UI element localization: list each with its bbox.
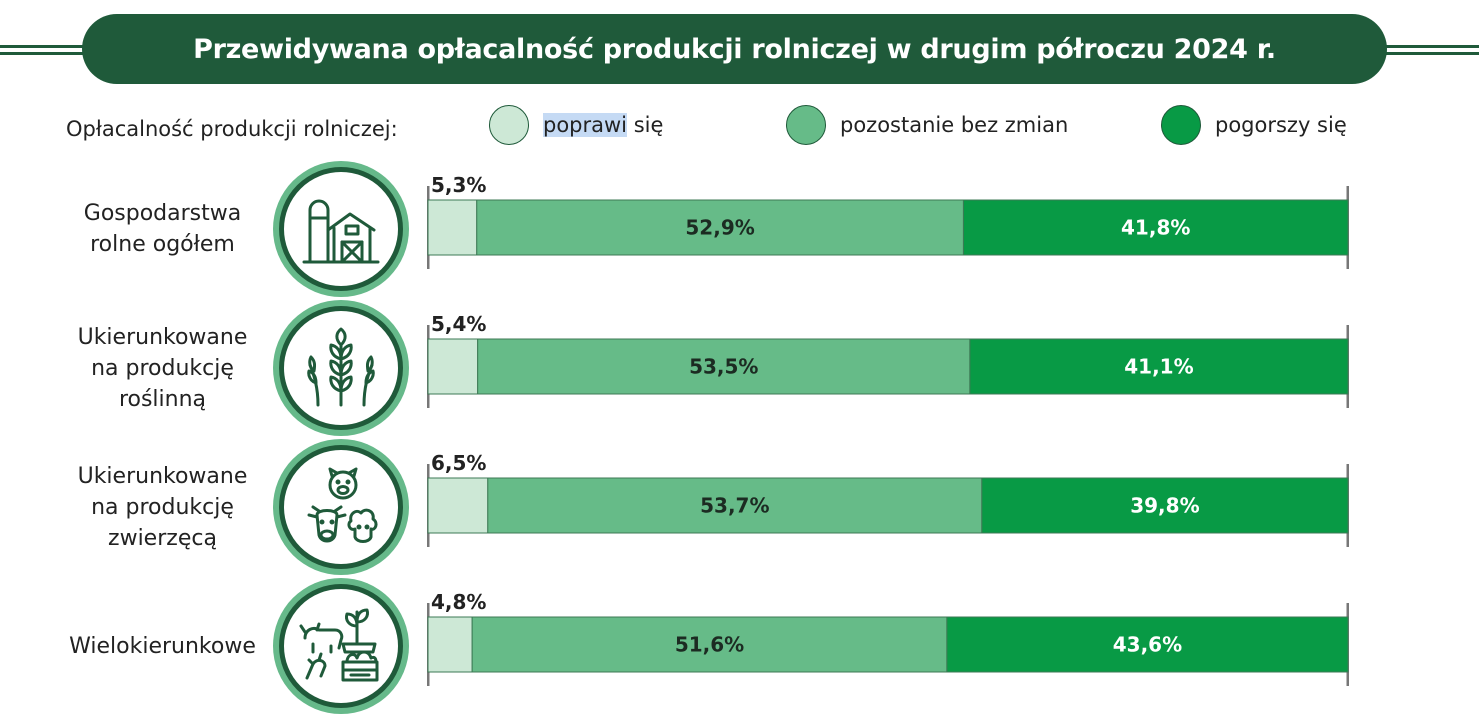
- legend-item-unchanged: pozostanie bez zmian: [786, 105, 1068, 145]
- category-label: Gospodarstwa rolne ogółem: [83, 201, 242, 257]
- legend-label-improve: poprawi się: [543, 113, 664, 137]
- bar-segment-worse: [981, 477, 1349, 534]
- page-title: Przewidywana opłacalność produkcji rolni…: [82, 14, 1387, 84]
- data-label-improve: 5,4%: [431, 312, 486, 336]
- livestock-pig-cow-sheep-icon: [273, 439, 409, 575]
- data-label-worse: 39,8%: [1130, 494, 1199, 518]
- chart-row: Ukierunkowane na produkcję zwierzęcą: [0, 437, 1479, 577]
- bar-segment-unchanged: [477, 338, 971, 395]
- bar-segment-improve: [427, 199, 478, 256]
- legend-item-worse: pogorszy się: [1161, 105, 1347, 145]
- data-label-improve: 5,3%: [431, 173, 486, 197]
- farm-barn-silo-icon: [273, 161, 409, 297]
- data-label-improve: 6,5%: [431, 451, 486, 475]
- selected-text[interactable]: poprawi: [543, 113, 628, 137]
- legend-item-improve: poprawi się: [489, 105, 663, 145]
- title-line-left-2: [0, 52, 84, 55]
- mixed-farming-icon: [273, 578, 409, 714]
- data-label-unchanged: 51,6%: [675, 633, 744, 657]
- bar-segment-improve: [427, 477, 489, 534]
- title-line-left: [0, 45, 84, 48]
- category-label: Ukierunkowane na produkcję zwierzęcą: [77, 463, 248, 551]
- bar-segment-unchanged: [487, 477, 983, 534]
- title-line-right-2: [1385, 52, 1479, 55]
- category-label: Ukierunkowane na produkcję roślinną: [77, 324, 248, 412]
- legend-label-worse: pogorszy się: [1215, 113, 1347, 137]
- legend-title: Opłacalność produkcji rolniczej:: [66, 117, 398, 141]
- data-label-worse: 41,1%: [1124, 355, 1193, 379]
- chart-row: Ukierunkowane na produkcję roślinną 5,4%…: [0, 298, 1479, 438]
- data-label-unchanged: 53,7%: [700, 494, 769, 518]
- wheat-icon: [273, 300, 409, 436]
- title-line-right: [1385, 45, 1479, 48]
- data-label-worse: 41,8%: [1121, 216, 1190, 240]
- title-banner: Przewidywana opłacalność produkcji rolni…: [0, 14, 1479, 86]
- data-label-worse: 43,6%: [1113, 633, 1182, 657]
- legend-swatch-unchanged: [786, 105, 826, 145]
- bar-segment-unchanged: [476, 199, 964, 256]
- data-label-unchanged: 53,5%: [689, 355, 758, 379]
- bar-segment-unchanged: [471, 616, 948, 673]
- legend-swatch-improve: [489, 105, 529, 145]
- category-label: Wielokierunkowe: [69, 633, 256, 659]
- chart-row: Wielokierunkowe 4,8% 51,6% 43,6%: [0, 576, 1479, 716]
- legend: Opłacalność produkcji rolniczej: poprawi…: [0, 105, 1479, 155]
- bar-segment-improve: [427, 338, 479, 395]
- data-label-unchanged: 52,9%: [685, 216, 754, 240]
- data-label-improve: 4,8%: [431, 590, 486, 614]
- bar-segment-worse: [946, 616, 1349, 673]
- bar-segment-improve: [427, 616, 473, 673]
- bar-segment-worse: [962, 199, 1349, 256]
- bar-segment-worse: [969, 338, 1349, 395]
- legend-swatch-worse: [1161, 105, 1201, 145]
- legend-label-unchanged: pozostanie bez zmian: [840, 113, 1069, 137]
- chart-row: Gospodarstwa rolne ogółem 5,3% 52,9% 41,8%: [0, 159, 1479, 299]
